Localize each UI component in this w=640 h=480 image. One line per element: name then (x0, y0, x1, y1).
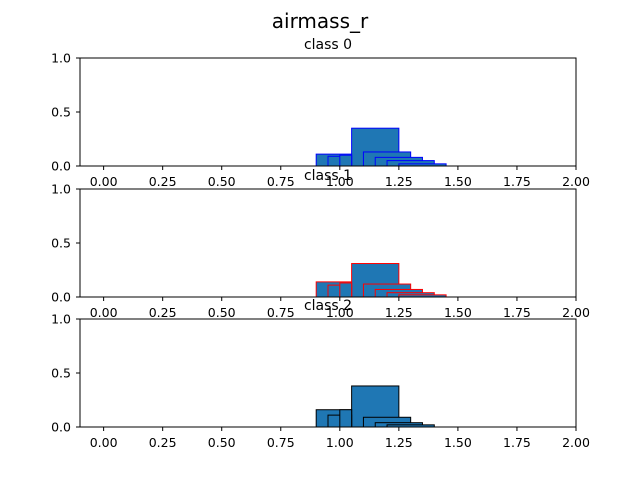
x-tick-label: 1.75 (503, 174, 531, 189)
histogram-bar (339, 154, 353, 167)
x-tick-label: 1.00 (326, 305, 354, 320)
subplots: 0.00 0.25 0.50 0.75 1.00 1.25 1.50 1.75 2.000.00… (51, 37, 590, 450)
subplot-title: class 2 (304, 298, 352, 314)
y-tick-label: 1.0 (51, 312, 71, 327)
subplot-title: class 0 (304, 37, 352, 53)
x-tick-label: 0.75 (267, 435, 295, 450)
x-tick-label: 0.25 (149, 305, 177, 320)
x-tick-label: 1.50 (444, 174, 472, 189)
x-tick-label: 0.00 (90, 174, 118, 189)
histogram-bar (339, 409, 353, 428)
x-tick-label: 0.50 (208, 174, 236, 189)
x-tick-label: 0.50 (208, 305, 236, 320)
y-tick-label: 0.5 (51, 236, 71, 251)
y-tick-label: 0.5 (51, 366, 71, 381)
x-tick-label: 1.25 (385, 174, 413, 189)
x-tick-label: 0.25 (149, 174, 177, 189)
x-tick-label: 1.25 (385, 435, 413, 450)
x-tick-label: 0.75 (267, 174, 295, 189)
y-tick-label: 1.0 (51, 182, 71, 197)
x-tick-label: 1.75 (503, 435, 531, 450)
x-tick-label: 0.00 (90, 305, 118, 320)
subplot-title: class 1 (304, 168, 352, 184)
axes-frame (79, 57, 577, 167)
x-tick-label: 2.00 (562, 174, 590, 189)
x-tick-label: 1.50 (444, 435, 472, 450)
subplot-class-1: 0.00 0.25 0.50 0.75 1.00 1.25 1.50 1.75 2.000.00… (51, 168, 590, 320)
x-tick-label: 0.25 (149, 435, 177, 450)
x-tick-label: 2.00 (562, 435, 590, 450)
y-tick-label: 0.0 (51, 290, 71, 305)
y-tick-label: 0.0 (51, 420, 71, 435)
x-tick-label: 1.50 (444, 305, 472, 320)
y-tick-label: 0.0 (51, 159, 71, 174)
subplot-class-0: 0.00 0.25 0.50 0.75 1.00 1.25 1.50 1.75 2.00 0.0 0… (51, 37, 590, 189)
figure-title: airmass_r (272, 9, 369, 33)
x-tick-label: 0.00 (90, 435, 118, 450)
axes-frame (79, 188, 577, 298)
histogram-bar (339, 282, 353, 298)
x-tick-label: 1.75 (503, 305, 531, 320)
x-tick-label: 1.25 (385, 305, 413, 320)
y-tick-label: 0.5 (51, 105, 71, 120)
x-tick-label: 1.00 (326, 174, 354, 189)
subplot-class-2: 0.00 0.25 0.50 0.75 1.00 1.25 1.50 1.75 2.000.00… (51, 298, 590, 450)
x-tick-label: 0.75 (267, 305, 295, 320)
x-tick-label: 2.00 (562, 305, 590, 320)
x-tick-label: 0.50 (208, 435, 236, 450)
x-tick-label: 1.00 (326, 435, 354, 450)
y-tick-label: 1.0 (51, 51, 71, 66)
